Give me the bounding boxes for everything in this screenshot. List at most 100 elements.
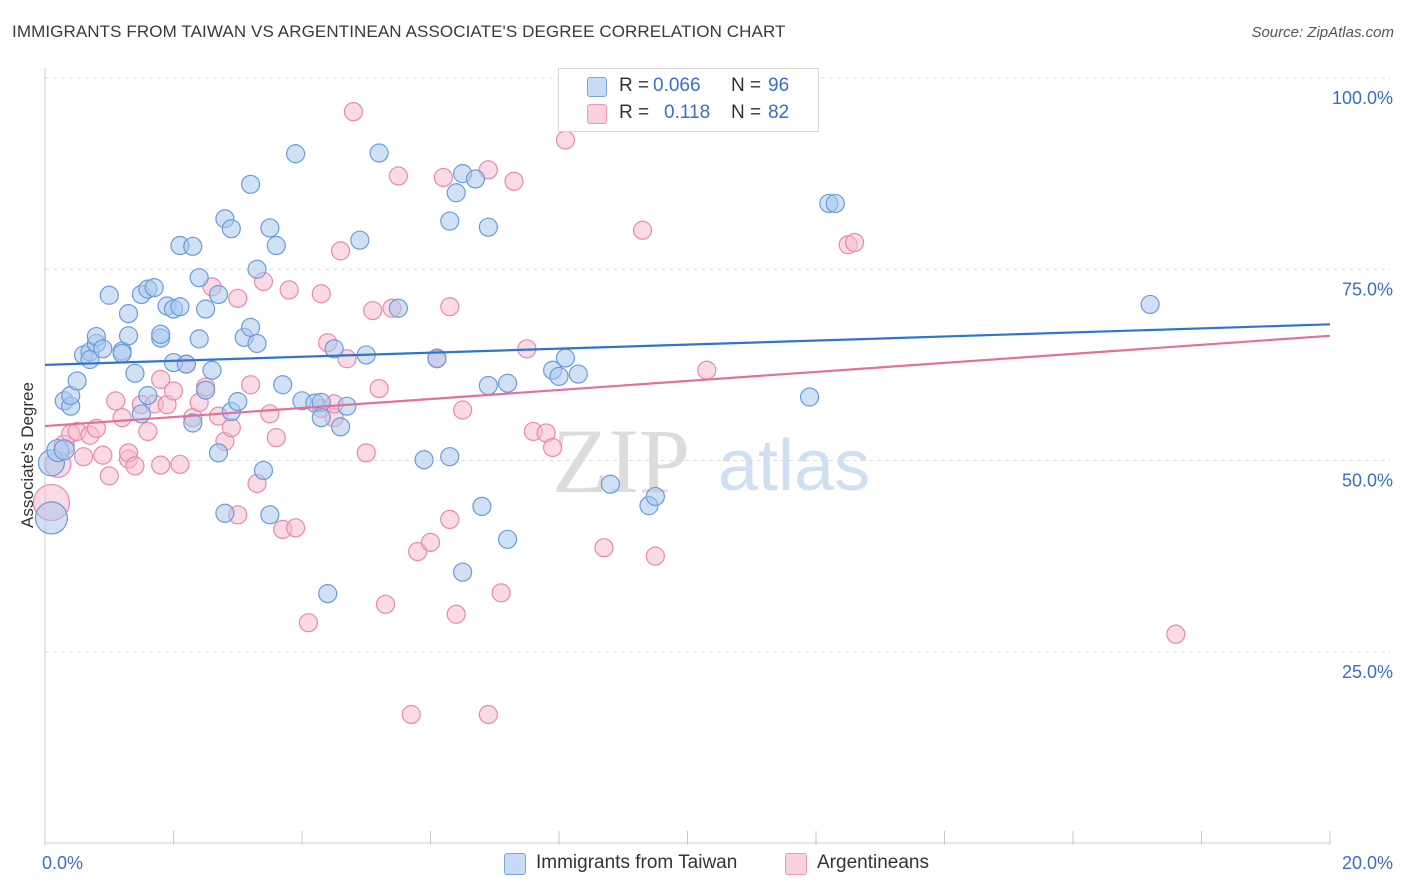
data-point-taiwan	[176, 354, 196, 374]
data-point-taiwan	[414, 450, 434, 470]
data-point-taiwan	[260, 505, 280, 525]
tick-labels: 25.0% 50.0% 75.0% 100.0% 0.0% 20.0%	[42, 88, 1393, 873]
y-tick-label: 25.0%	[1342, 662, 1393, 682]
x-tick-label: 0.0%	[42, 853, 83, 873]
data-point-argentineans	[440, 297, 460, 317]
data-point-taiwan	[202, 360, 222, 380]
data-point-taiwan	[446, 183, 466, 203]
series-immigrants-from-taiwan	[34, 143, 1160, 604]
data-point-taiwan	[478, 375, 498, 396]
data-point-taiwan	[568, 364, 588, 384]
data-point-argentineans	[478, 704, 498, 725]
data-point-taiwan	[189, 268, 209, 288]
legend-n-value: 96	[768, 75, 790, 96]
data-point-taiwan	[99, 285, 119, 305]
data-point-argentineans	[363, 300, 383, 321]
source-label: Source: ZipAtlas.com	[1251, 24, 1394, 41]
data-point-argentineans	[241, 375, 261, 395]
data-point-argentineans	[440, 509, 460, 530]
data-point-argentineans	[420, 532, 441, 552]
data-point-argentineans	[266, 427, 286, 448]
data-point-argentineans	[151, 369, 171, 390]
data-point-taiwan	[498, 529, 518, 549]
data-point-taiwan	[549, 366, 569, 386]
data-point-taiwan	[118, 304, 139, 324]
data-point-argentineans	[697, 360, 717, 380]
data-point-taiwan	[388, 298, 408, 318]
data-point-taiwan	[241, 174, 261, 194]
data-point-argentineans	[369, 378, 389, 399]
data-point-taiwan	[151, 324, 171, 344]
data-point-argentineans	[1166, 624, 1186, 644]
data-point-taiwan	[208, 443, 229, 463]
legend-n-label: N =	[731, 75, 762, 96]
watermark-zip: ZIP	[552, 410, 690, 512]
data-point-argentineans	[645, 546, 665, 566]
legend-n-value: 82	[768, 102, 790, 123]
data-point-argentineans	[491, 583, 511, 603]
data-point-argentineans	[170, 454, 190, 474]
legend-swatch-pink	[587, 104, 607, 124]
chart-title: IMMIGRANTS FROM TAIWAN VS ARGENTINEAN AS…	[12, 22, 786, 41]
data-point-taiwan	[196, 380, 216, 400]
data-point-taiwan	[645, 486, 665, 507]
data-point-taiwan	[478, 217, 498, 237]
watermark: ZIP atlas	[552, 410, 870, 512]
data-point-argentineans	[594, 538, 614, 558]
data-point-taiwan	[260, 218, 280, 238]
data-point-taiwan	[183, 236, 203, 256]
data-point-taiwan	[189, 329, 209, 349]
data-point-argentineans	[401, 704, 421, 725]
data-point-taiwan	[221, 219, 241, 239]
y-tick-label: 100.0%	[1332, 88, 1393, 108]
data-point-argentineans	[228, 288, 248, 308]
data-point-argentineans	[298, 613, 319, 633]
gridlines	[45, 77, 1390, 653]
data-point-argentineans	[446, 604, 466, 624]
x-tick-label: 20.0%	[1342, 853, 1393, 873]
data-point-taiwan	[241, 317, 261, 337]
data-point-taiwan	[369, 143, 389, 163]
data-point-argentineans	[99, 466, 119, 486]
data-point-taiwan	[112, 343, 132, 363]
data-point-argentineans	[138, 421, 158, 442]
trend-lines	[44, 323, 1331, 428]
data-point-taiwan	[67, 371, 87, 391]
y-tick-label: 75.0%	[1342, 279, 1393, 299]
data-point-taiwan	[330, 417, 351, 437]
data-point-argentineans	[356, 443, 376, 463]
data-point-argentineans	[151, 455, 171, 475]
legend-r-value: 0.066	[653, 75, 701, 96]
legend-r-value: 0.118	[664, 102, 711, 123]
data-point-taiwan	[53, 439, 75, 461]
data-point-argentineans	[279, 280, 299, 300]
data-point-taiwan	[266, 235, 286, 256]
data-point-taiwan	[93, 339, 113, 359]
data-point-taiwan	[215, 503, 235, 523]
data-point-argentineans	[106, 391, 126, 411]
legend-r-label: R =	[619, 75, 650, 96]
data-point-taiwan	[825, 193, 845, 214]
data-point-taiwan	[253, 460, 274, 481]
data-point-argentineans	[504, 171, 524, 191]
data-point-taiwan	[472, 496, 492, 516]
data-point-argentineans	[125, 456, 145, 476]
data-point-argentineans	[330, 241, 351, 261]
legend-swatch-blue	[587, 77, 607, 97]
trend-line-argentineans	[44, 334, 1331, 428]
data-point-argentineans	[844, 232, 865, 253]
data-point-taiwan	[118, 326, 139, 346]
data-point-taiwan	[228, 391, 248, 412]
data-point-argentineans	[343, 102, 363, 122]
trend-line-taiwan	[44, 323, 1331, 366]
data-point-taiwan	[427, 349, 447, 369]
data-point-argentineans	[375, 594, 396, 614]
data-point-argentineans	[260, 404, 280, 424]
data-point-taiwan	[34, 501, 69, 535]
data-point-argentineans	[632, 220, 653, 240]
data-point-argentineans	[433, 167, 453, 188]
y-axis-label: Associate's Degree	[18, 382, 37, 528]
data-point-argentineans	[163, 381, 184, 401]
bottom-legend-swatch-pink	[785, 853, 807, 875]
